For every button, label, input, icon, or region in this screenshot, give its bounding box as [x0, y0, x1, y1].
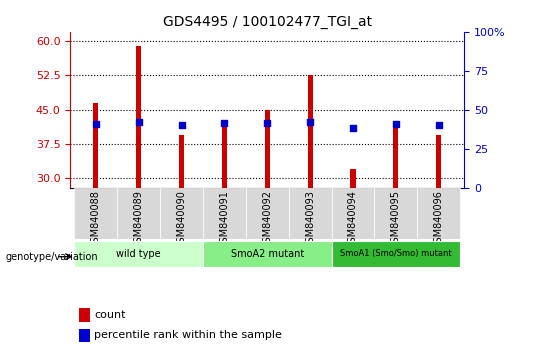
Text: wild type: wild type — [117, 249, 161, 259]
Bar — [93, 103, 98, 188]
Bar — [136, 46, 141, 188]
Point — [263, 120, 272, 126]
Bar — [332, 188, 374, 239]
Bar — [350, 169, 355, 188]
Point — [134, 119, 143, 125]
Title: GDS4495 / 100102477_TGI_at: GDS4495 / 100102477_TGI_at — [163, 16, 372, 29]
Point — [392, 121, 400, 127]
Point — [349, 125, 357, 131]
Bar — [79, 308, 90, 321]
Text: GSM840092: GSM840092 — [262, 190, 272, 249]
Text: GSM840091: GSM840091 — [219, 190, 230, 249]
Text: SmoA2 mutant: SmoA2 mutant — [231, 249, 304, 259]
Bar — [75, 188, 117, 239]
Bar — [203, 241, 332, 267]
Bar — [79, 329, 90, 342]
Bar — [265, 110, 270, 188]
Bar — [75, 241, 203, 267]
Bar — [160, 188, 203, 239]
Point — [434, 122, 443, 127]
Text: count: count — [94, 310, 125, 320]
Text: SmoA1 (Smo/Smo) mutant: SmoA1 (Smo/Smo) mutant — [340, 250, 451, 258]
Point — [220, 120, 229, 126]
Bar — [222, 126, 227, 188]
Text: GSM840095: GSM840095 — [391, 190, 401, 249]
Text: percentile rank within the sample: percentile rank within the sample — [94, 330, 282, 341]
Bar — [246, 188, 289, 239]
Bar — [179, 135, 184, 188]
Point — [177, 122, 186, 127]
Text: GSM840089: GSM840089 — [134, 190, 144, 249]
Bar — [332, 241, 460, 267]
Point — [306, 119, 314, 125]
Bar — [374, 188, 417, 239]
Bar — [308, 75, 313, 188]
Bar — [393, 126, 399, 188]
Text: GSM840093: GSM840093 — [305, 190, 315, 249]
Bar — [117, 188, 160, 239]
Text: GSM840090: GSM840090 — [177, 190, 187, 249]
Bar — [417, 188, 460, 239]
Point — [92, 121, 100, 127]
Text: GSM840088: GSM840088 — [91, 190, 101, 249]
Text: GSM840096: GSM840096 — [434, 190, 444, 249]
Bar — [436, 135, 441, 188]
Bar — [289, 188, 332, 239]
Bar — [203, 188, 246, 239]
Text: GSM840094: GSM840094 — [348, 190, 358, 249]
Text: genotype/variation: genotype/variation — [5, 252, 98, 262]
